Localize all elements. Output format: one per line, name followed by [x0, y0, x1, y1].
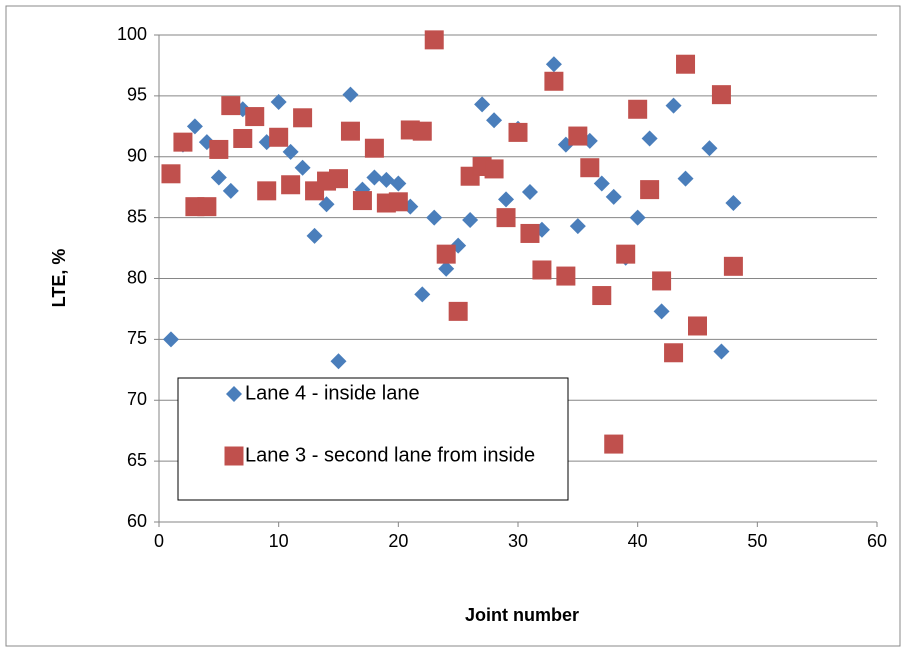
y-axis-title: LTE, % — [49, 249, 69, 308]
y-tick-label: 60 — [127, 511, 147, 531]
point — [616, 244, 636, 264]
point — [293, 108, 313, 128]
point — [580, 158, 600, 178]
point — [496, 208, 516, 228]
point — [628, 99, 648, 119]
point — [388, 192, 408, 212]
point — [197, 197, 217, 217]
point — [306, 227, 323, 244]
y-tick-label: 65 — [127, 450, 147, 470]
point — [162, 331, 179, 348]
point — [366, 169, 383, 186]
point — [486, 112, 503, 129]
point — [222, 182, 239, 199]
y-tick-label: 70 — [127, 389, 147, 409]
point — [508, 122, 528, 142]
y-tick-label: 85 — [127, 206, 147, 226]
point — [665, 97, 682, 114]
point — [568, 126, 588, 146]
point — [186, 118, 203, 135]
point — [592, 286, 612, 306]
point — [424, 30, 444, 50]
point — [640, 180, 660, 200]
point — [521, 184, 538, 201]
point — [294, 159, 311, 176]
point — [245, 107, 265, 127]
point — [412, 121, 432, 141]
point — [462, 212, 479, 229]
point — [270, 93, 287, 110]
y-tick-label: 90 — [127, 146, 147, 166]
point — [664, 343, 684, 363]
point — [711, 85, 731, 105]
point — [282, 143, 299, 160]
point — [604, 434, 624, 454]
point — [484, 159, 504, 179]
point — [269, 127, 289, 147]
point — [545, 56, 562, 73]
point — [226, 386, 242, 402]
point — [713, 343, 730, 360]
legend-label: Lane 3 - second lane from inside — [245, 444, 535, 466]
point — [390, 175, 407, 192]
point — [448, 301, 468, 321]
y-tick-label: 100 — [117, 24, 147, 44]
x-tick-label: 30 — [508, 531, 528, 551]
point — [593, 175, 610, 192]
point — [676, 54, 696, 74]
point — [340, 121, 360, 141]
x-tick-label: 50 — [747, 531, 767, 551]
chart-border — [5, 5, 901, 647]
point — [652, 271, 672, 291]
x-tick-label: 10 — [269, 531, 289, 551]
x-axis-title: Joint number — [465, 605, 579, 625]
y-tick-label: 80 — [127, 267, 147, 287]
point — [556, 266, 576, 286]
point — [532, 260, 552, 280]
point — [364, 138, 384, 158]
point — [438, 260, 455, 277]
point — [209, 139, 229, 159]
point — [723, 256, 743, 276]
x-tick-label: 60 — [867, 531, 887, 551]
point — [677, 170, 694, 187]
point — [329, 169, 348, 189]
point — [342, 86, 359, 103]
x-tick-label: 40 — [628, 531, 648, 551]
point — [520, 223, 540, 243]
legend-label: Lane 4 - inside lane — [245, 382, 420, 404]
point — [426, 209, 443, 226]
point — [378, 171, 395, 188]
point — [330, 353, 347, 370]
point — [210, 169, 227, 186]
point — [544, 71, 564, 91]
point — [474, 96, 491, 113]
point — [436, 244, 456, 264]
point — [641, 130, 658, 147]
point — [224, 446, 244, 466]
point — [629, 209, 646, 226]
point — [221, 96, 241, 116]
point — [352, 191, 372, 211]
point — [653, 303, 670, 320]
point — [257, 181, 277, 201]
point — [605, 188, 622, 205]
point — [498, 191, 515, 208]
x-tick-label: 20 — [388, 531, 408, 551]
legend-box — [177, 377, 569, 501]
point — [701, 140, 718, 157]
point — [414, 286, 431, 303]
y-tick-label: 95 — [127, 85, 147, 105]
point — [281, 175, 301, 195]
x-tick-label: 0 — [154, 531, 164, 551]
point — [569, 218, 586, 235]
point — [161, 164, 181, 184]
point — [688, 316, 707, 336]
point — [173, 132, 193, 152]
point — [233, 128, 253, 148]
point — [725, 195, 742, 212]
y-tick-label: 75 — [127, 328, 147, 348]
